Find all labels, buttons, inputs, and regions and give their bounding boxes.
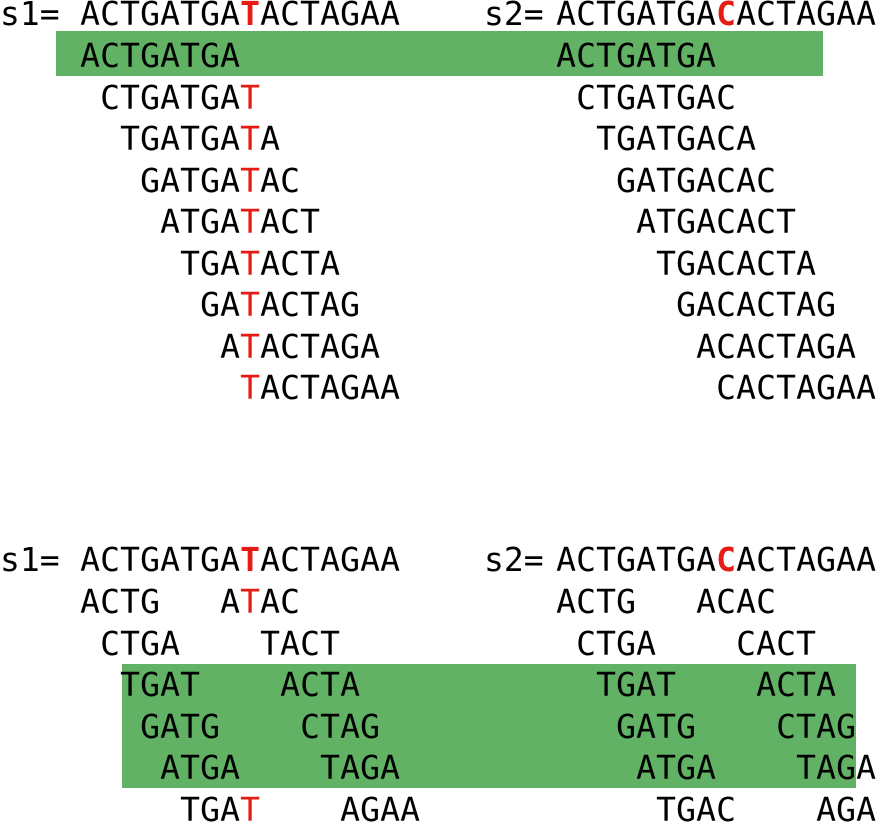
top-s1-label: s1=	[0, 0, 60, 33]
bottom_panel-s1-row: GATG CTAG	[140, 706, 380, 746]
top_panel-s2-row: CTGATGAC	[576, 77, 736, 117]
top_panel-s1-row: ATGATACT	[160, 202, 320, 241]
top_panel-s1-sequence: ACTGATGATACTAGAA	[80, 0, 400, 33]
top_panel-s2-sequence: ACTGATGACACTAGAA	[556, 0, 876, 33]
top_panel-s2-row: CACTAGAA	[716, 368, 876, 407]
top_panel-s2-row: ACACTAGA	[696, 326, 856, 366]
top_panel-s2-row: ACTGATGA	[556, 36, 716, 75]
top_panel-s1-row: GATGATAC	[140, 160, 300, 200]
top_panel-s1-row: ATACTAGA	[220, 326, 380, 366]
bottom_panel-s1-row: ATGA TAGA	[160, 748, 400, 787]
top-s2-label: s2=	[484, 0, 544, 33]
top_panel-s1-row: TGATACTA	[180, 243, 340, 283]
bottom_panel-s2-row: TGAC AGAA	[656, 789, 876, 829]
top_panel-s2-row: GATGACAC	[616, 160, 776, 200]
top-shared-kmer-highlight	[56, 31, 823, 76]
top_panel-s1-row: TGATGATA	[120, 119, 280, 158]
bottom_panel-s2-row: ACTG ACAC	[556, 582, 776, 621]
bottom_panel-s1-row: TGAT AGAA	[180, 789, 420, 829]
bottom_panel-s2-row: CTGA CACT	[576, 623, 816, 663]
top_panel-s1-row: CTGATGAT	[100, 77, 260, 117]
bottom_panel-s1-row: CTGA TACT	[100, 623, 340, 663]
bottom_panel-s2-row: GATG CTAG	[616, 706, 856, 746]
bottom-s2-label: s2=	[484, 540, 544, 579]
bottom-s1-label: s1=	[0, 540, 60, 579]
top_panel-s2-row: GACACTAG	[676, 285, 836, 324]
bottom-shared-spaced-seed-highlight	[122, 664, 856, 788]
top_panel-s2-row: TGACACTA	[656, 243, 816, 283]
top_panel-s1-row: TACTAGAA	[240, 368, 400, 407]
bottom_panel-s2-row: TGAT ACTA	[596, 665, 836, 704]
bottom_panel-s1-row: ACTG ATAC	[80, 582, 300, 621]
top_panel-s1-row: ACTGATGA	[80, 36, 240, 75]
top_panel-s1-row: GATACTAG	[200, 285, 360, 324]
bottom_panel-s1-sequence: ACTGATGATACTAGAA	[80, 540, 400, 579]
top_panel-s2-row: TGATGACA	[596, 119, 756, 158]
top_panel-s2-row: ATGACACT	[636, 202, 796, 241]
bottom_panel-s2-row: ATGA TAGA	[636, 748, 876, 787]
bottom_panel-s2-sequence: ACTGATGACACTAGAA	[556, 540, 876, 579]
bottom_panel-s1-row: TGAT ACTA	[120, 665, 360, 704]
